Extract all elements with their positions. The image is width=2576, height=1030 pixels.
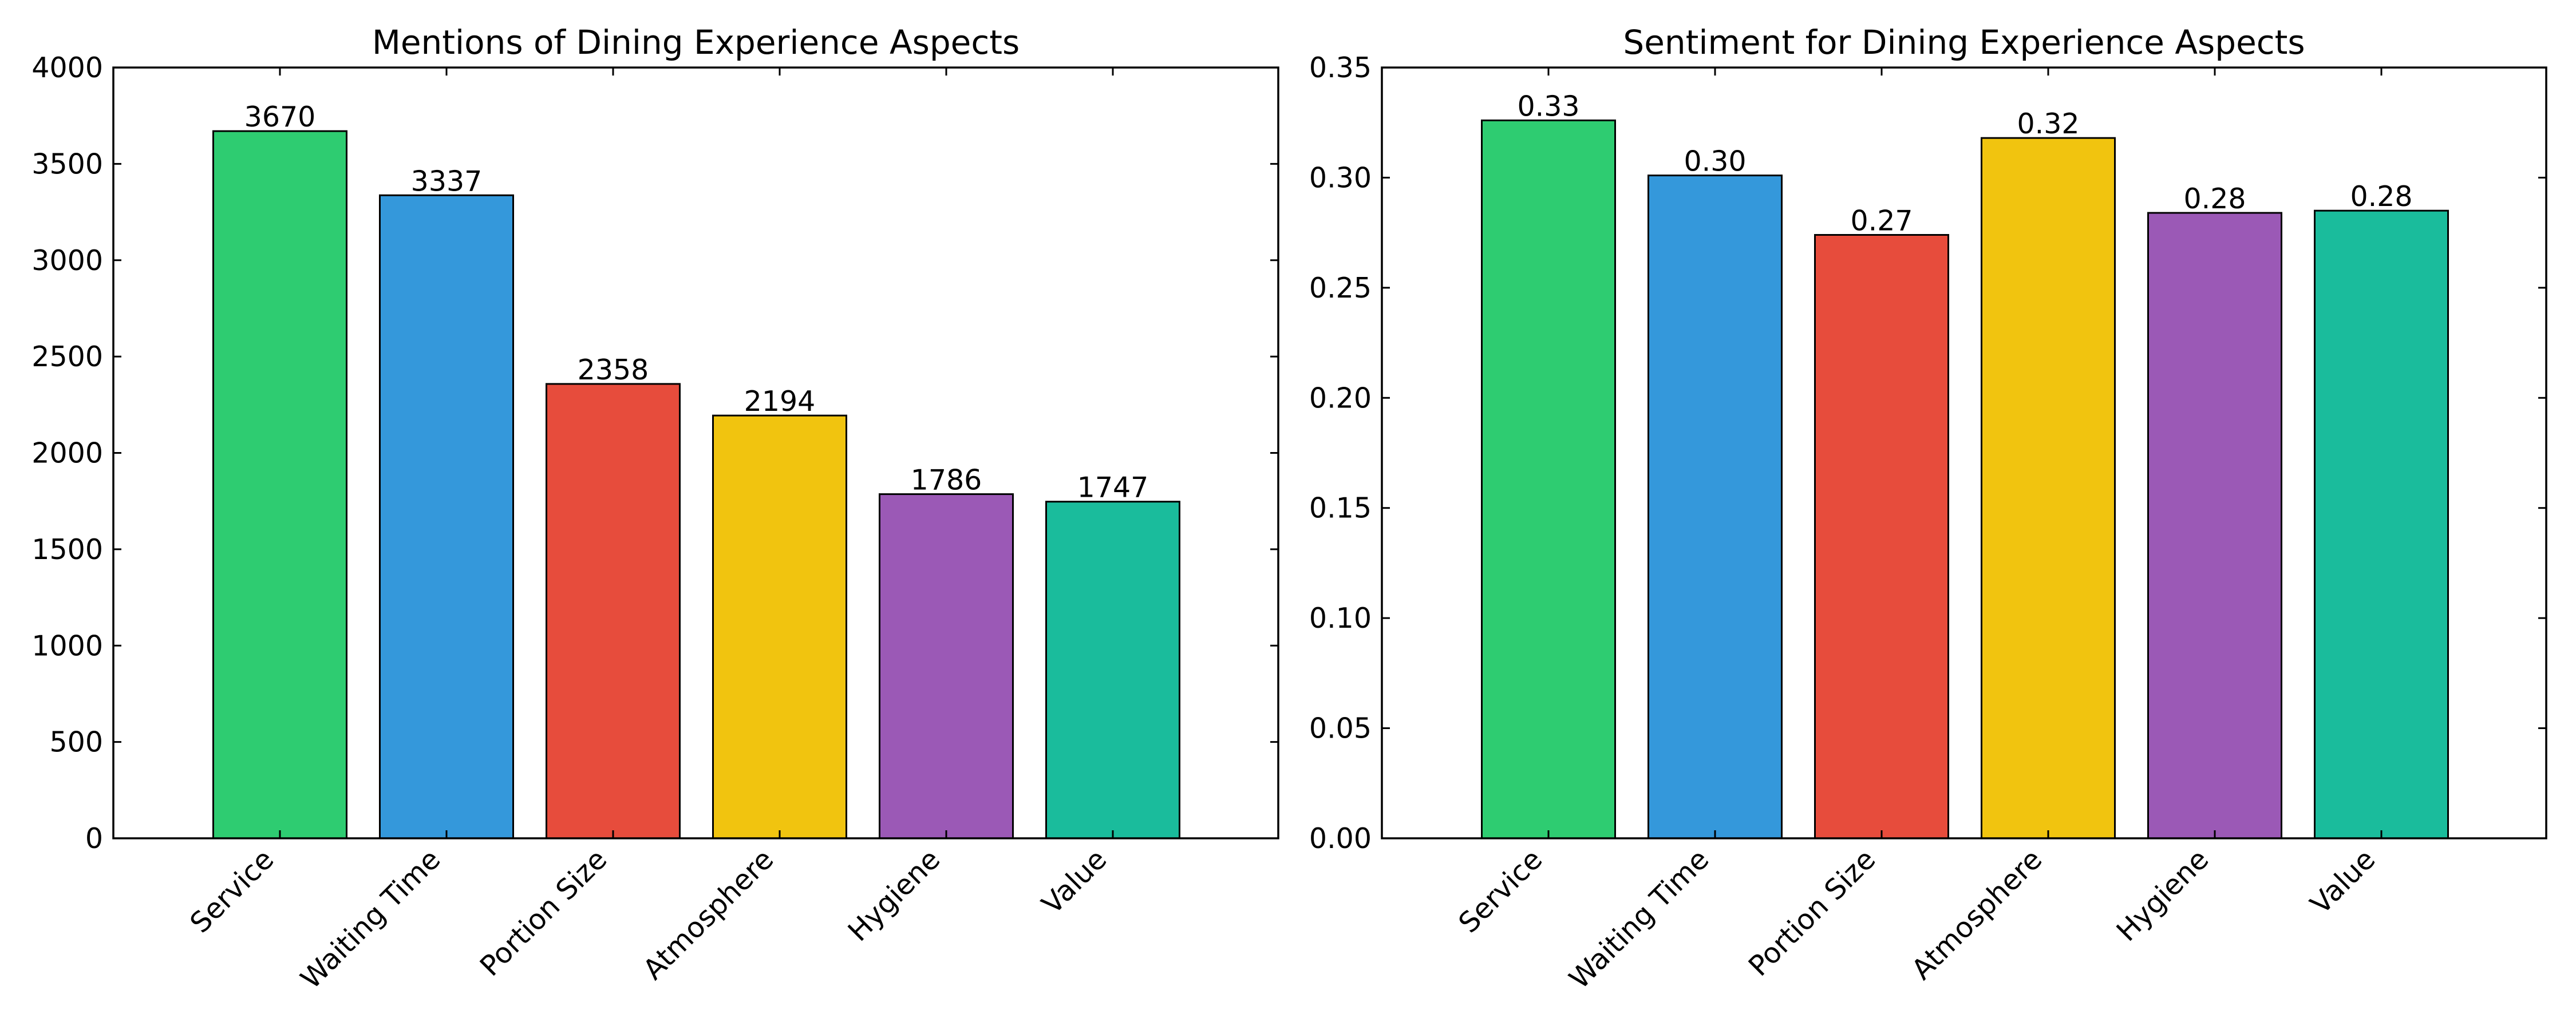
y-tick-label: 0.00 [1309,822,1372,855]
bar [546,383,681,839]
axes-frame [112,66,1279,839]
y-tick-label: 0.15 [1309,492,1372,525]
chart-title: Mentions of Dining Experience Aspects [372,23,1020,62]
bar [1045,501,1180,839]
data-label: 3670 [244,101,316,133]
data-label: 0.28 [2183,183,2246,215]
y-tick-label: 0.05 [1309,712,1372,745]
y-tick-label: 0.10 [1309,602,1372,635]
data-label: 0.30 [1684,145,1746,178]
y-tick-label: 0.25 [1309,272,1372,304]
data-label: 0.33 [1517,90,1579,122]
bar [2314,209,2449,839]
chart-title: Sentiment for Dining Experience Aspects [1623,23,2305,62]
bar [2147,212,2282,839]
y-tick-label: 0 [85,822,103,855]
y-tick-label: 500 [49,726,103,759]
y-tick-label: 3500 [31,148,103,180]
y-tick-label: 0.35 [1309,52,1372,84]
y-tick-label: 0.30 [1309,161,1372,194]
bar [879,493,1014,839]
y-tick-label: 1500 [31,533,103,566]
axes-frame [1381,66,2547,839]
bar [379,194,514,839]
data-label: 0.28 [2350,180,2412,213]
bar [1647,175,1783,839]
y-tick-label: 4000 [31,52,103,84]
data-label: 0.32 [2017,108,2079,140]
y-tick-label: 1000 [31,629,103,662]
bar [1481,119,1616,839]
data-label: 0.27 [1850,204,1913,237]
bar [1981,137,2116,839]
bar [712,414,847,839]
bar [1814,233,1949,839]
y-tick-label: 2500 [31,340,103,373]
y-tick-label: 3000 [31,244,103,277]
bar [212,130,347,839]
y-tick-label: 2000 [31,437,103,470]
data-label: 2358 [578,354,649,386]
y-tick-label: 0.20 [1309,382,1372,414]
data-label: 1786 [911,464,982,497]
data-label: 2194 [744,385,816,418]
data-label: 1747 [1077,472,1149,504]
data-label: 3337 [411,165,483,197]
